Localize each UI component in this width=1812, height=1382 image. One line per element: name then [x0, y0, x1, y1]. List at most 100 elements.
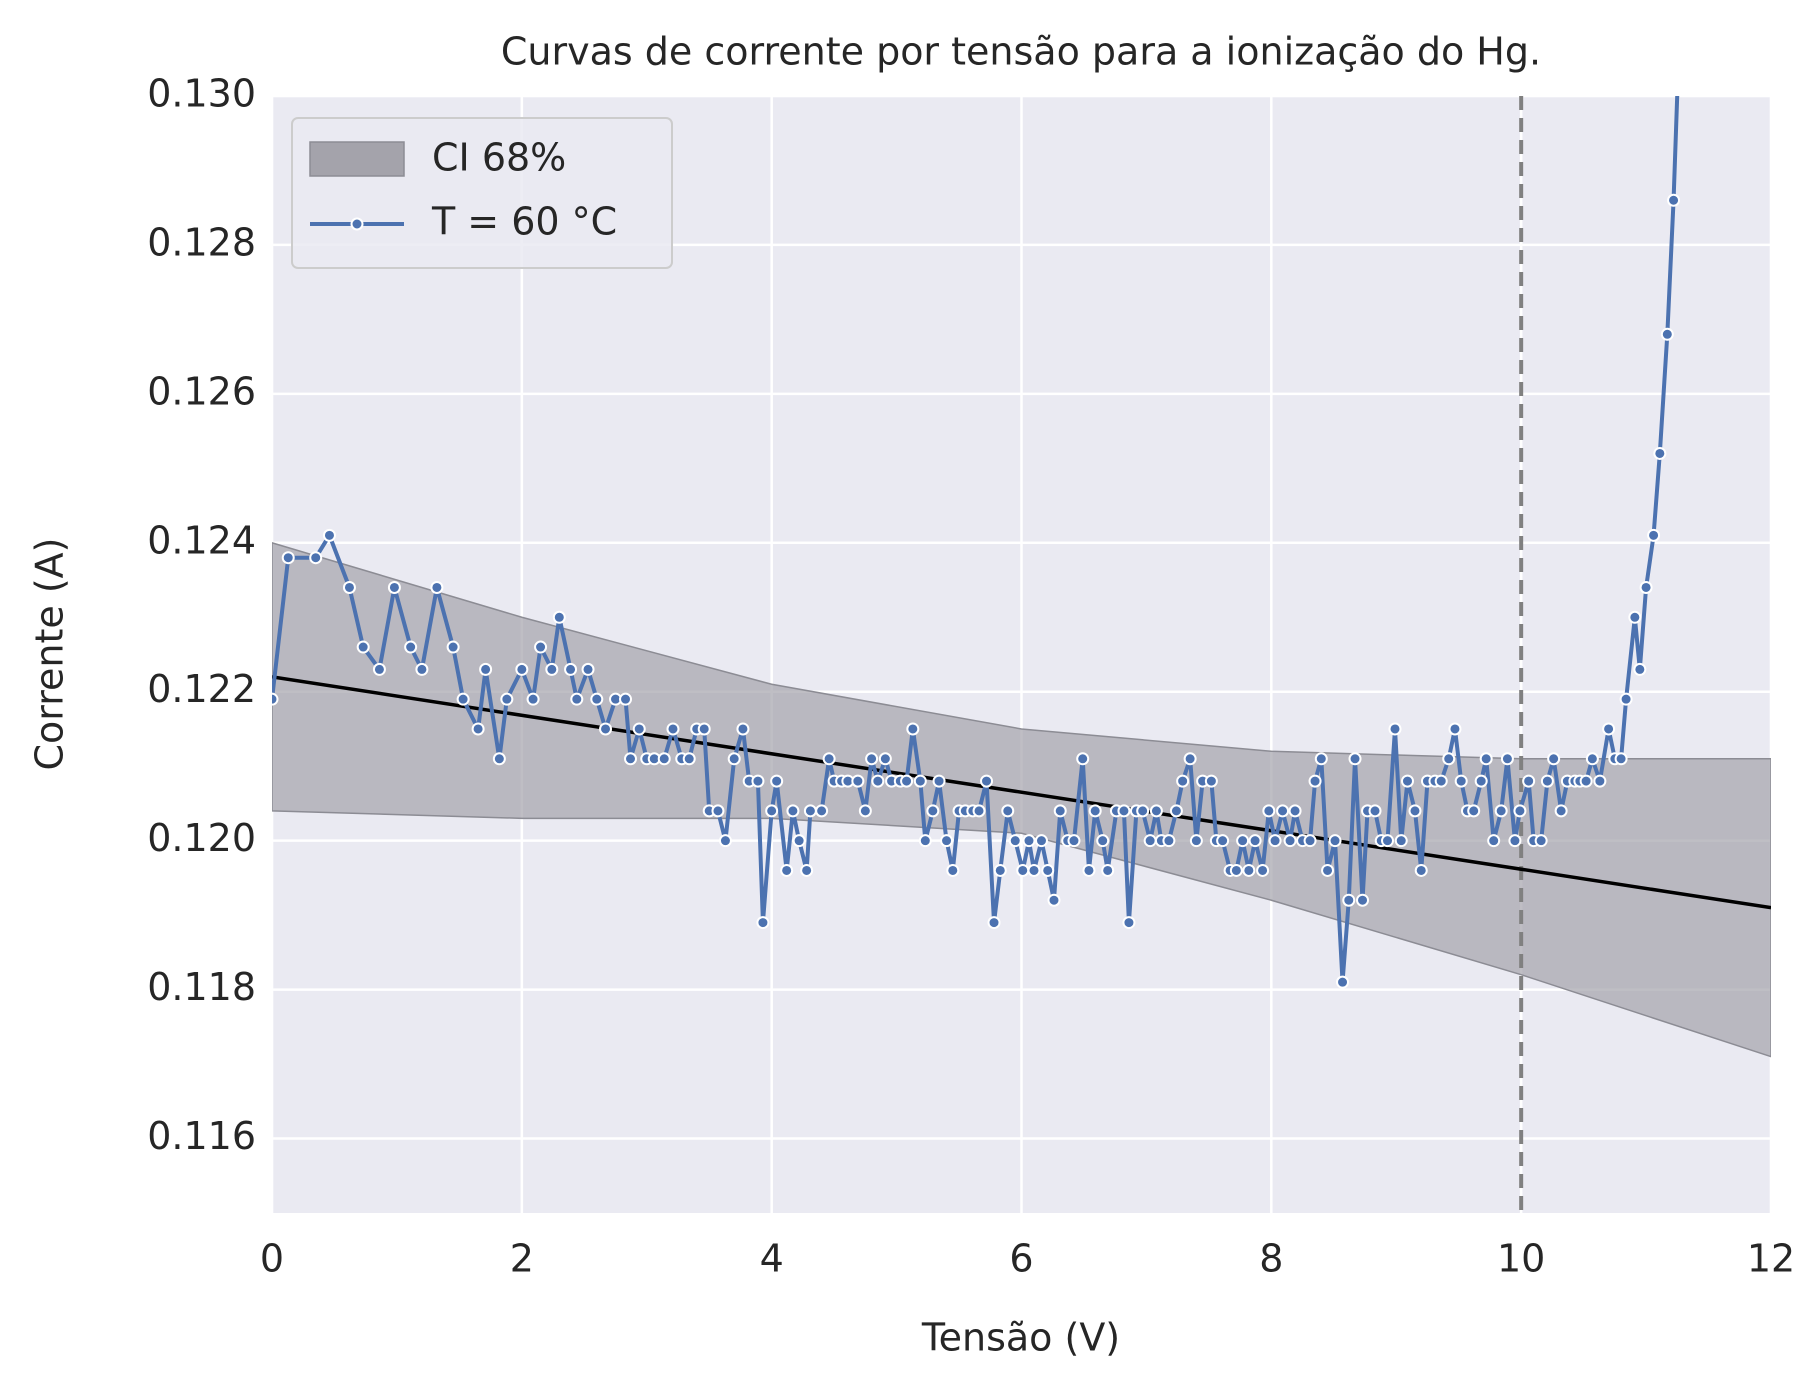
- data-point: [1639, 580, 1653, 594]
- data-point: [1508, 834, 1522, 848]
- data-point: [1628, 610, 1642, 624]
- legend-label: CI 68%: [432, 136, 566, 180]
- data-point: [471, 722, 485, 736]
- y-tick-label: 0.116: [147, 1114, 256, 1158]
- ci-band: [272, 542, 1771, 1058]
- data-point: [1348, 752, 1362, 766]
- x-tick-label: 4: [760, 1237, 784, 1281]
- data-point: [780, 863, 794, 877]
- data-point: [356, 640, 370, 654]
- data-point: [711, 804, 725, 818]
- data-point: [1474, 774, 1488, 788]
- data-point: [980, 774, 994, 788]
- data-point: [1248, 834, 1262, 848]
- data-point: [1342, 893, 1356, 907]
- data-point: [822, 752, 836, 766]
- data-point: [987, 916, 1001, 930]
- data-point: [1169, 804, 1183, 818]
- y-axis-label: Corrente (A): [28, 538, 72, 771]
- data-point: [515, 662, 529, 676]
- data-point: [545, 662, 559, 676]
- data-point: [446, 640, 460, 654]
- data-point: [718, 834, 732, 848]
- data-point: [940, 834, 954, 848]
- data-point: [1547, 752, 1561, 766]
- data-point: [1143, 834, 1157, 848]
- data-point: [682, 752, 696, 766]
- x-tick-label: 0: [260, 1237, 284, 1281]
- data-point: [666, 722, 680, 736]
- data-point: [815, 804, 829, 818]
- data-point: [765, 804, 779, 818]
- data-point: [1522, 774, 1536, 788]
- y-tick-label: 0.126: [147, 369, 256, 413]
- data-point: [1321, 863, 1335, 877]
- data-point: [972, 804, 986, 818]
- data-point: [1633, 662, 1647, 676]
- data-point: [599, 722, 613, 736]
- data-point: [657, 752, 671, 766]
- data-point: [1554, 804, 1568, 818]
- data-point: [1149, 804, 1163, 818]
- data-point: [1262, 804, 1276, 818]
- data-point: [1593, 774, 1607, 788]
- legend: CI 68% T = 60 °C: [291, 117, 673, 269]
- data-point: [1314, 752, 1328, 766]
- data-point: [492, 752, 506, 766]
- data-point: [736, 722, 750, 736]
- data-point: [946, 863, 960, 877]
- data-point: [372, 662, 386, 676]
- data-point: [1336, 975, 1350, 989]
- legend-marker: [350, 217, 364, 231]
- y-tick-label: 0.122: [147, 667, 256, 711]
- data-point: [1082, 863, 1096, 877]
- data-point: [1479, 752, 1493, 766]
- data-point: [526, 692, 540, 706]
- data-point: [906, 722, 920, 736]
- data-point: [851, 774, 865, 788]
- data-point: [900, 774, 914, 788]
- data-point: [1487, 834, 1501, 848]
- data-point: [342, 580, 356, 594]
- data-point: [1585, 752, 1599, 766]
- data-point: [1619, 692, 1633, 706]
- data-point: [1041, 863, 1055, 877]
- data-point: [430, 580, 444, 594]
- data-point: [1067, 834, 1081, 848]
- data-point: [1076, 752, 1090, 766]
- data-point: [926, 804, 940, 818]
- fit-line: [272, 675, 1771, 910]
- data-point: [479, 662, 493, 676]
- data-point: [1117, 804, 1131, 818]
- data-point: [1400, 774, 1414, 788]
- data-point: [1356, 893, 1370, 907]
- data-point: [1122, 916, 1136, 930]
- data-point: [1096, 834, 1110, 848]
- data-point: [751, 774, 765, 788]
- data-point: [619, 692, 633, 706]
- data-point: [1256, 863, 1270, 877]
- data-point: [1660, 327, 1674, 341]
- data-point: [1101, 863, 1115, 877]
- data-point: [913, 774, 927, 788]
- legend-swatch: [309, 141, 405, 177]
- data-point: [1189, 834, 1203, 848]
- data-point: [1494, 804, 1508, 818]
- data-point: [1242, 863, 1256, 877]
- data-point: [1016, 863, 1030, 877]
- data-point: [1667, 193, 1681, 207]
- data-point: [1276, 804, 1290, 818]
- data-point: [1136, 804, 1150, 818]
- data-point: [1047, 893, 1061, 907]
- data-point: [1088, 804, 1102, 818]
- data-point: [1204, 774, 1218, 788]
- labels: 0 2 4 6 8 10 12 0.116 0.118 0.120 0.122 0.124 0.126 0…: [147, 72, 1795, 1281]
- data-point: [624, 752, 638, 766]
- data-point: [534, 640, 548, 654]
- data-point: [1454, 774, 1468, 788]
- chart-title: Curvas de corrente por tensão para a ion…: [501, 30, 1541, 74]
- x-axis-label: Tensão (V): [921, 1316, 1120, 1360]
- data-point: [1008, 834, 1022, 848]
- data-point: [632, 722, 646, 736]
